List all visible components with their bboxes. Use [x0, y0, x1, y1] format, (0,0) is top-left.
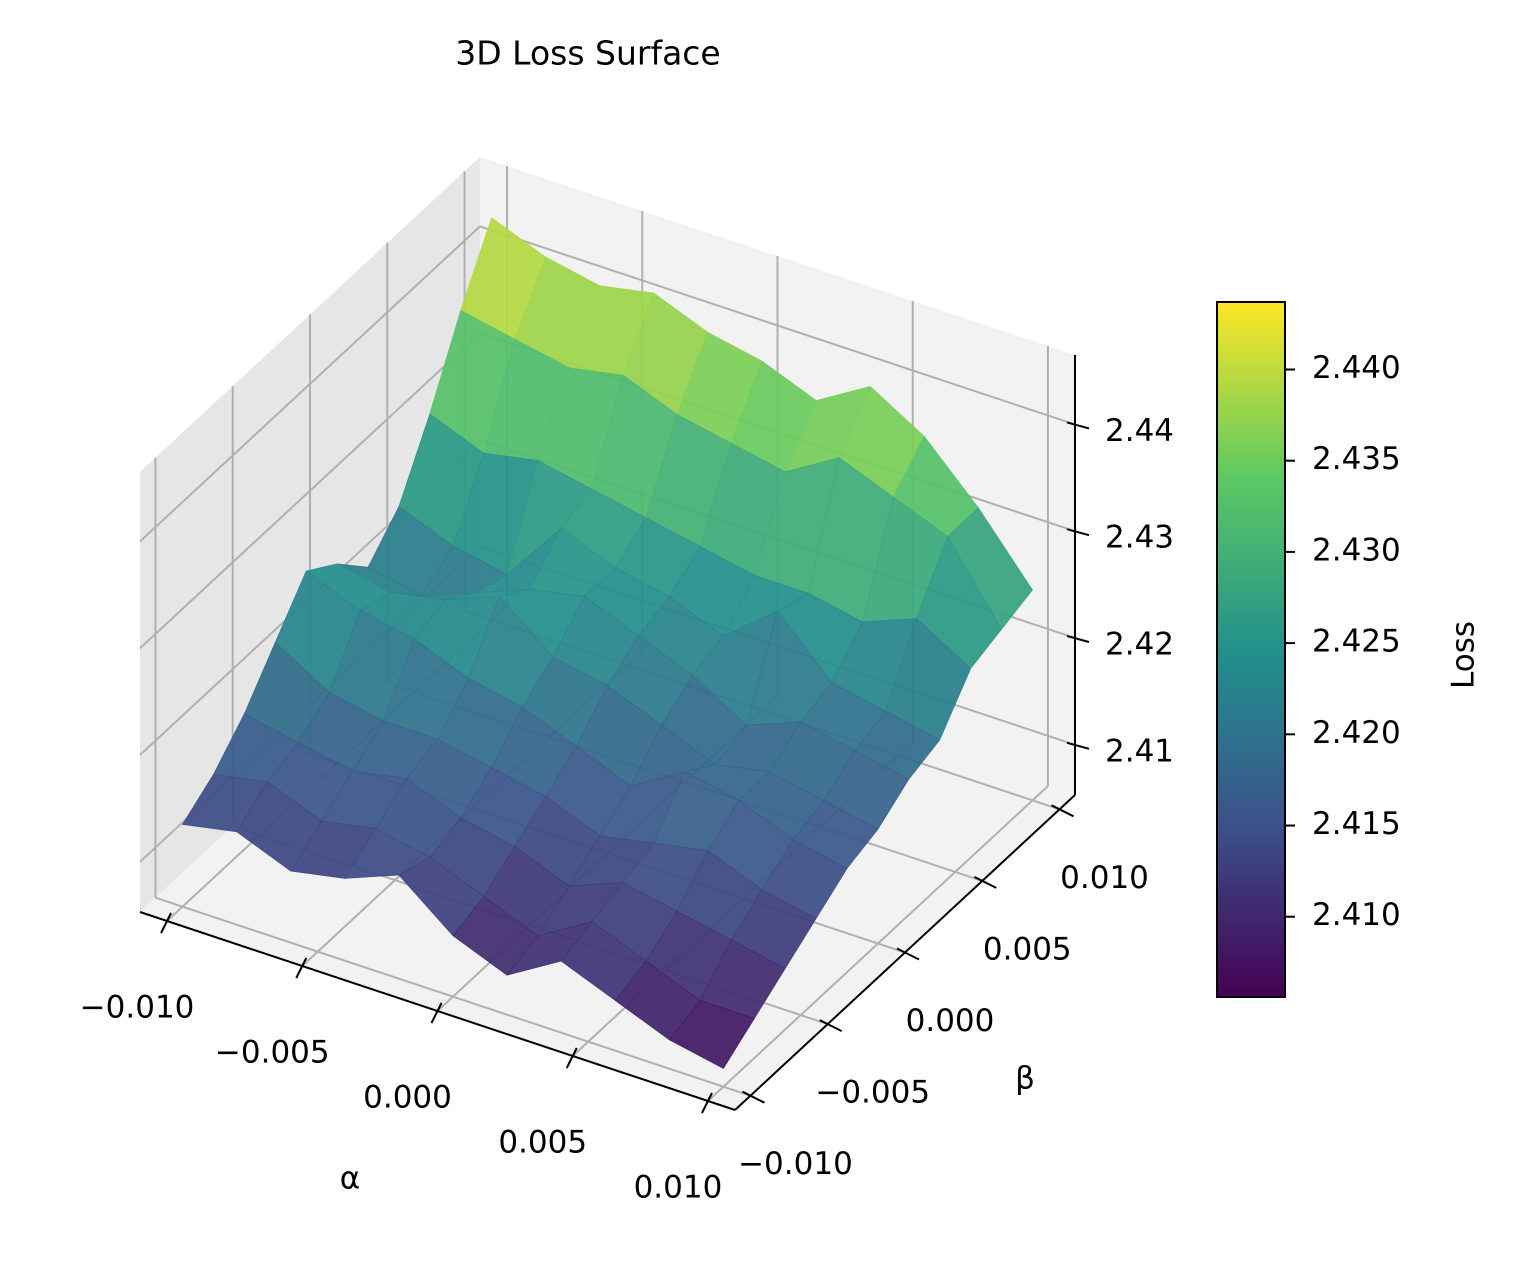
grid-line: [139, 225, 481, 543]
x-tick-label: −0.010: [80, 990, 195, 1026]
grid-line: [155, 896, 751, 1097]
y-tick-label: 0.005: [983, 931, 1072, 967]
x-tick-label: −0.005: [215, 1035, 330, 1071]
x-tick: [160, 912, 172, 934]
y-axis-line: [734, 794, 1076, 1111]
x-tick: [565, 1047, 578, 1069]
colorbar-tick-label: 2.440: [1312, 350, 1401, 386]
surface-patch: [668, 1000, 755, 1069]
axes: −0.010 −0.005 0.000 0.005 0.010 −0.010 −0.005 0…: [80, 355, 1174, 1206]
x-axis-line: [139, 911, 736, 1111]
colorbar-ticks: 2.410 2.415 2.420 2.425 2.430 2.435 2.440: [1285, 350, 1401, 933]
z-tick-label: 2.43: [1105, 520, 1174, 556]
x-tick-label: 0.005: [498, 1125, 587, 1161]
x-tick-label: 0.000: [363, 1080, 452, 1116]
y-tick-label: −0.010: [738, 1146, 853, 1182]
y-tick-label: 0.000: [906, 1003, 995, 1039]
x-tick: [701, 1092, 713, 1114]
z-tick: [1066, 421, 1090, 430]
y-tick: [1051, 804, 1074, 818]
z-tick: [1066, 635, 1090, 643]
x-axis-label: α: [340, 1161, 360, 1197]
y-tick-label: −0.005: [815, 1075, 930, 1111]
x-tick: [295, 957, 308, 979]
x-tick: [430, 1002, 443, 1024]
y-tick: [973, 876, 997, 889]
y-tick-label: 0.010: [1060, 860, 1149, 896]
z-tick-label: 2.41: [1105, 733, 1174, 769]
z-tick: [1066, 741, 1090, 750]
z-tick-label: 2.42: [1105, 627, 1174, 663]
z-tick-label: 2.44: [1105, 413, 1174, 449]
colorbar-tick-label: 2.415: [1312, 806, 1401, 842]
colorbar-tick-label: 2.425: [1312, 624, 1401, 660]
colorbar-tick-label: 2.420: [1312, 715, 1401, 751]
grid-line: [479, 225, 1076, 426]
colorbar-tick-label: 2.430: [1312, 532, 1401, 568]
x-tick-label: 0.010: [634, 1170, 723, 1206]
chart-title: 3D Loss Surface: [455, 34, 720, 73]
colorbar: [1216, 301, 1286, 998]
y-tick: [896, 947, 920, 961]
z-tick: [1066, 528, 1090, 537]
colorbar-tick-label: 2.410: [1312, 897, 1401, 933]
y-tick: [742, 1090, 765, 1104]
surface: [182, 217, 1033, 1069]
colorbar-label: Loss: [1446, 621, 1482, 689]
y-axis-label: β: [1015, 1061, 1035, 1097]
grid-line: [139, 332, 481, 649]
colorbar-tick-label: 2.435: [1312, 441, 1401, 477]
y-tick: [819, 1019, 843, 1032]
